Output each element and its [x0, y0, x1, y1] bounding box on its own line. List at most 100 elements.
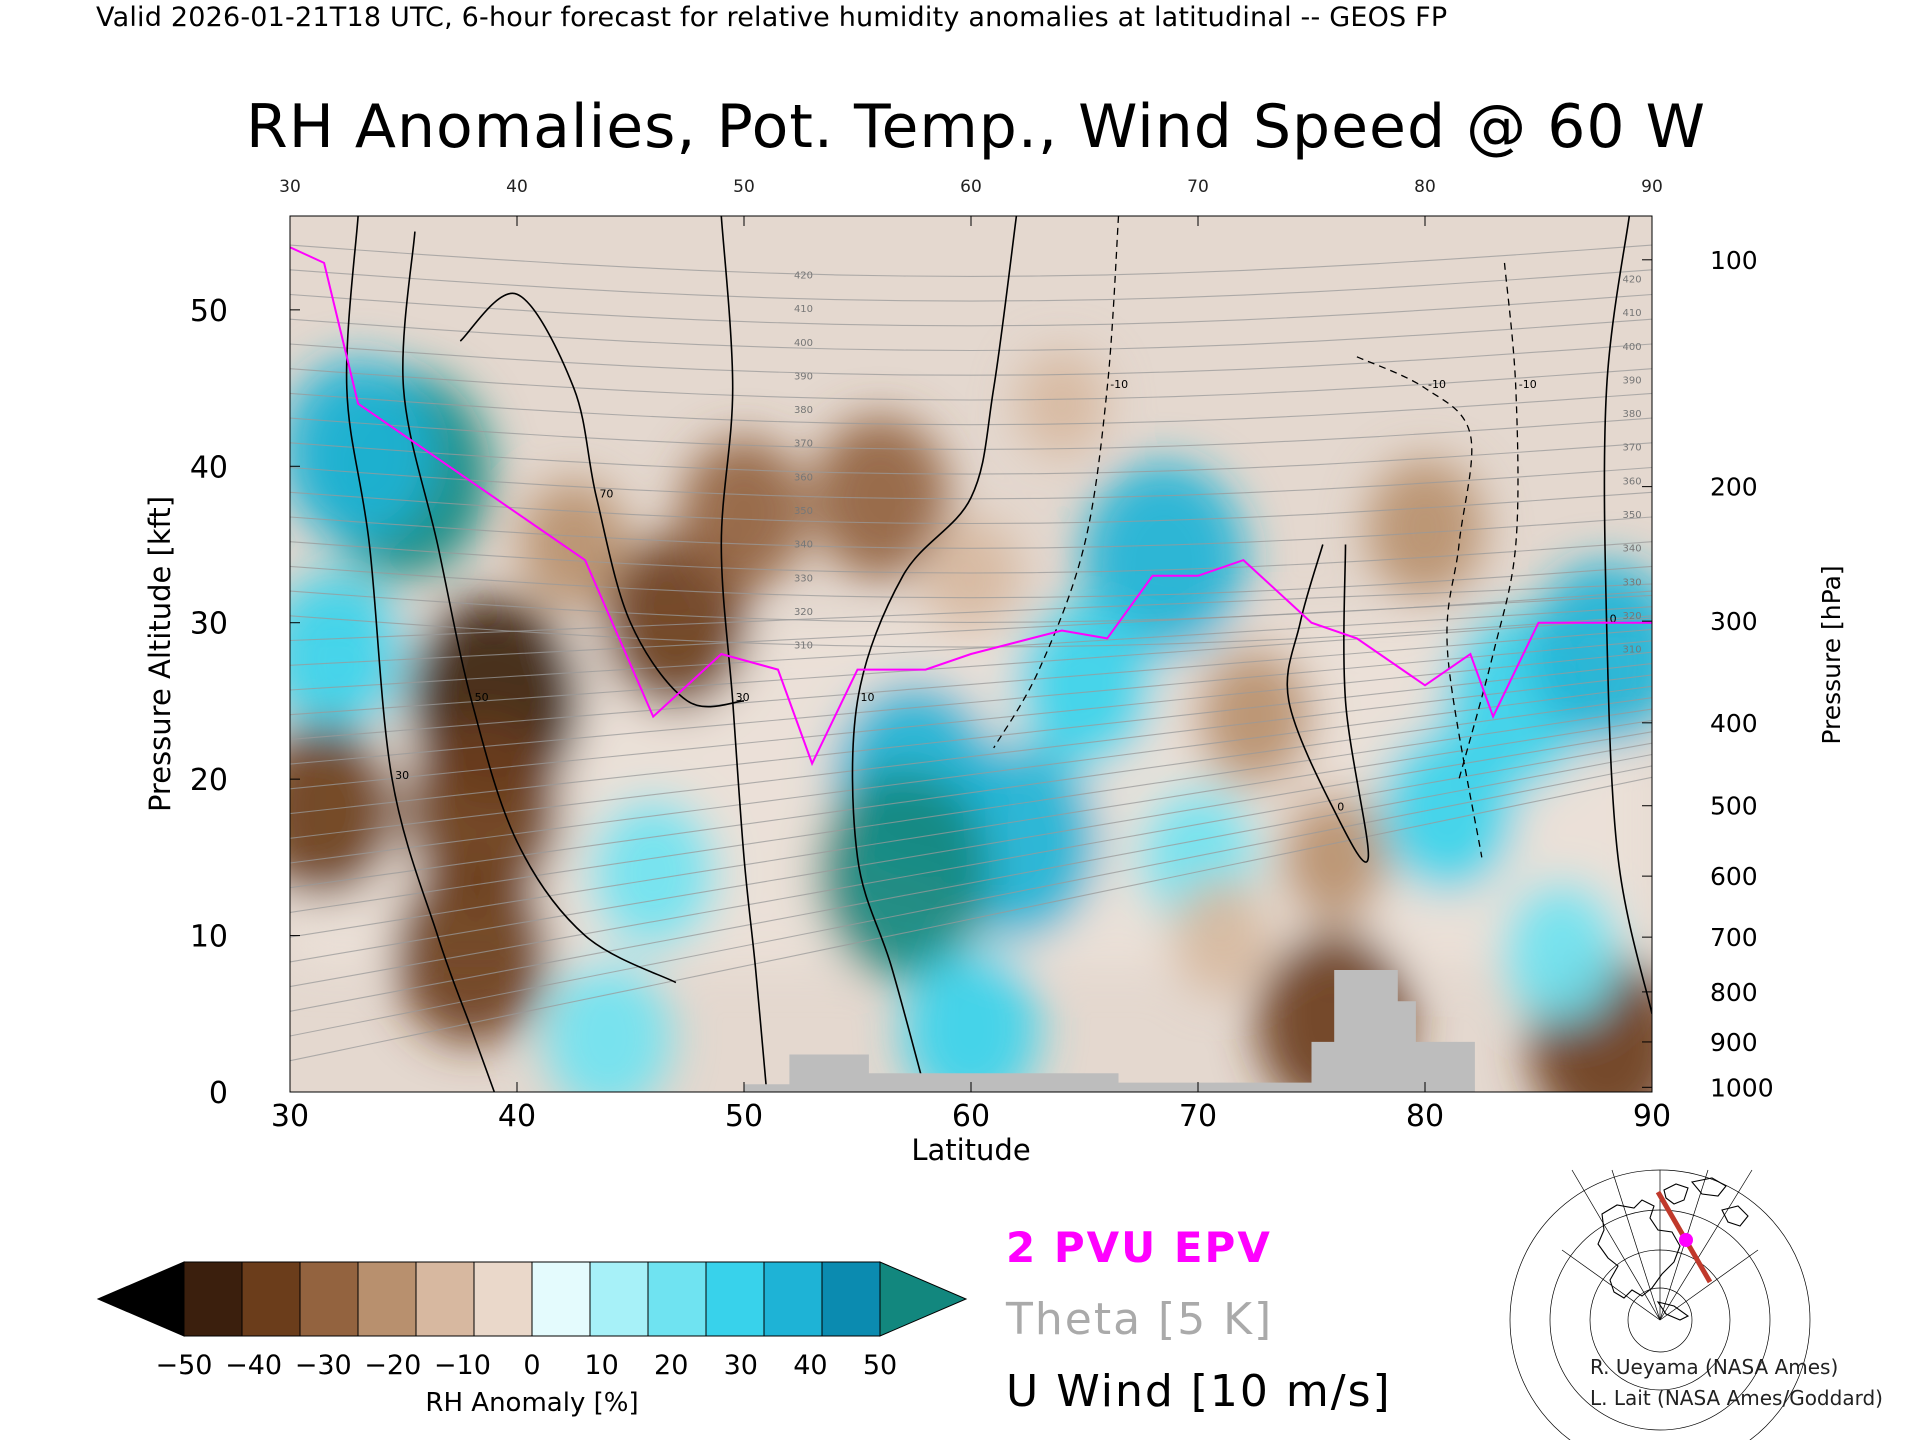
theta-contour: [290, 606, 1652, 691]
x-tick-label: 30: [271, 1099, 309, 1134]
colorbar-segment: [473, 1261, 533, 1337]
legend-item: Theta [5 K]: [1005, 1294, 1273, 1345]
colorbar-segment: [647, 1261, 707, 1337]
x-tick-label: 90: [1633, 1099, 1671, 1134]
colorbar-tick-label: −20: [364, 1350, 421, 1381]
y-tick-label: 10: [190, 920, 228, 955]
theta-label: 400: [794, 338, 813, 349]
y-tick-label: 20: [190, 763, 228, 798]
theta-contour: [290, 491, 1652, 525]
anomaly-blob: [1366, 458, 1484, 599]
theta-contour: [290, 742, 1652, 988]
theta-contour: [290, 685, 1652, 864]
wind-contour-negative: [1458, 262, 1519, 780]
theta-contour: [290, 392, 1652, 426]
credits: R. Ueyama (NASA Ames) L. Lait (NASA Ames…: [1590, 1352, 1883, 1414]
theta-contour: [290, 628, 1652, 740]
theta-contour: [290, 244, 1652, 277]
theta-label: 370: [1622, 443, 1641, 454]
wind-contour-label: -10: [1110, 378, 1128, 391]
wind-contour-label: 0: [1337, 800, 1344, 813]
x-top-tick-label: 90: [1641, 177, 1663, 197]
theta-contour: [290, 615, 1652, 648]
anomaly-blob: [290, 358, 436, 544]
anomaly-blob: [1017, 350, 1107, 457]
terrain-fill: [744, 970, 1475, 1092]
wind-contour-label: 30: [395, 769, 409, 782]
theta-contours: 420 420 410 410 400 400 390 390 380 380 370 370 360 3…: [290, 244, 1652, 1062]
theta-contour: [290, 697, 1652, 889]
pressure-tick-label: 600: [1710, 862, 1758, 891]
credit-line: R. Ueyama (NASA Ames): [1590, 1355, 1839, 1379]
anomaly-blob: [405, 717, 561, 903]
epv-contour: [290, 246, 1652, 767]
theta-label: 310: [794, 641, 813, 652]
theta-label: 320: [1622, 611, 1641, 622]
theta-label: 340: [794, 540, 813, 551]
theta-label: 410: [794, 304, 813, 315]
rh-anomaly-field: [290, 350, 1652, 1092]
theta-label: 360: [1622, 476, 1641, 487]
colorbar-tick-label: 50: [863, 1350, 897, 1381]
anomaly-blob: [1280, 792, 1389, 922]
anomaly-blob: [1195, 646, 1314, 787]
colorbar-tick-label: −30: [295, 1350, 352, 1381]
pressure-tick-label: 500: [1710, 792, 1758, 821]
anomaly-blob: [1502, 881, 1620, 1022]
theta-contour: [290, 719, 1652, 938]
plot-area: 420 420 410 410 400 400 390 390 380 380 370 370 360 3…: [290, 216, 1652, 1092]
terrain: [744, 970, 1475, 1092]
pressure-tick-label: 700: [1710, 923, 1758, 952]
colorbar-tick-label: 10: [584, 1350, 618, 1381]
colorbar: −50 −40 −30 −20 −10 0 10 20 30 40 50 RH Anomaly [%]: [96, 1261, 968, 1418]
wind-contour-label: -10: [1519, 378, 1537, 391]
credit-line: L. Lait (NASA Ames/Goddard): [1590, 1386, 1883, 1410]
anomaly-blob: [290, 723, 398, 898]
wind-contour: [402, 231, 677, 984]
x-top-tick-label: 60: [960, 177, 982, 197]
wind-contour-negative: [993, 216, 1120, 749]
theta-contour: [290, 617, 1652, 716]
pressure-tick-label: 1000: [1710, 1073, 1774, 1102]
chart-title: RH Anomalies, Pot. Temp., Wind Speed @ 6…: [246, 92, 1706, 162]
forecast-header: Valid 2026-01-21T18 UTC, 6-hour forecast…: [96, 2, 1448, 33]
colorbar-high-arrow: [879, 1261, 968, 1337]
x-top-tick-label: 30: [279, 177, 301, 197]
y-tick-label: 0: [209, 1076, 228, 1111]
colorbar-segment: [241, 1261, 301, 1337]
colorbar-segment: [299, 1261, 359, 1337]
theta-contour: [290, 765, 1652, 1037]
legend-item: 2 PVU EPV: [1006, 1223, 1272, 1272]
colorbar-segment: [183, 1261, 243, 1337]
y-tick-label: 50: [190, 294, 228, 329]
y-tick-label: 40: [190, 450, 228, 485]
colorbar-segment: [589, 1261, 649, 1337]
theta-contour: [290, 565, 1652, 599]
anomaly-blob: [1171, 876, 1271, 995]
x-top-tick-label: 70: [1187, 177, 1209, 197]
colorbar-tick-label: −40: [225, 1350, 282, 1381]
pressure-tick-label: 900: [1710, 1028, 1758, 1057]
theta-contour: [290, 776, 1652, 1062]
x-top-tick-label: 40: [506, 177, 528, 197]
theta-contour: [290, 674, 1652, 839]
wind-contour: [345, 216, 496, 1092]
theta-contour: [290, 368, 1652, 401]
theta-label: 330: [1622, 577, 1641, 588]
legend: 2 PVU EPV Theta [5 K] U Wind [10 m/s]: [1005, 1223, 1392, 1417]
pressure-tick-label: 200: [1710, 473, 1758, 502]
legend-item: U Wind [10 m/s]: [1006, 1366, 1392, 1417]
anomaly-blob: [902, 948, 1040, 1092]
theta-label: 410: [1622, 308, 1641, 319]
theta-contour: [290, 731, 1652, 963]
theta-contour: [290, 753, 1652, 1012]
x-tick-label: 50: [725, 1099, 763, 1134]
theta-label: 330: [794, 573, 813, 584]
theta-contour: [290, 640, 1652, 765]
theta-label: 370: [794, 439, 813, 450]
location-map: [1509, 1169, 1811, 1440]
x-top-tick-label: 50: [733, 177, 755, 197]
theta-label: 380: [1622, 409, 1641, 420]
theta-label: 420: [794, 271, 813, 282]
colorbar-segment: [357, 1261, 417, 1337]
